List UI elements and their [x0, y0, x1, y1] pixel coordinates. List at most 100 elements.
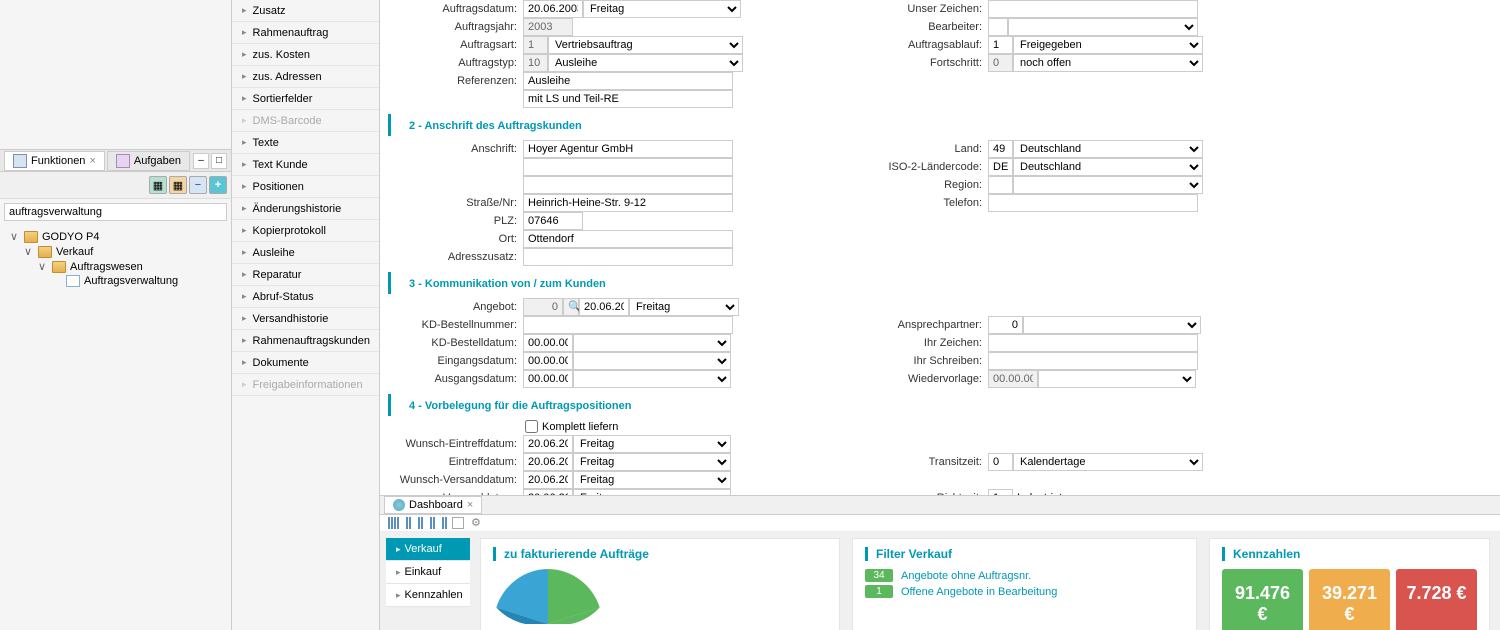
sel-eintreff-day[interactable]: Freitag [573, 453, 731, 471]
sel-auftragsart[interactable]: Vertriebsauftrag [548, 36, 743, 54]
inp-ihr-zeichen[interactable] [988, 334, 1198, 352]
sidebar-item-12[interactable]: ▸Reparatur [232, 264, 379, 286]
inp-telefon[interactable] [988, 194, 1198, 212]
toolbar-collapse-icon[interactable]: − [189, 176, 207, 194]
inp-referenzen2[interactable] [523, 90, 733, 108]
tree-toggle-icon[interactable]: ∨ [8, 230, 20, 243]
sel-auftragsablauf[interactable]: Freigegeben [1013, 36, 1203, 54]
layout-btn-3[interactable] [416, 515, 425, 531]
sel-wiedervorlage-day[interactable] [1038, 370, 1196, 388]
sidebar-item-15[interactable]: ▸Rahmenauftragskunden [232, 330, 379, 352]
inp-versand[interactable] [523, 489, 573, 495]
tab-funktionen[interactable]: Funktionen × [4, 151, 105, 171]
sel-iso[interactable]: Deutschland [1013, 158, 1203, 176]
sel-versand-day[interactable]: Freitag [573, 489, 731, 495]
inp-referenzen[interactable] [523, 72, 733, 90]
inp-angebot-num[interactable] [523, 298, 563, 316]
inp-ihr-schreiben[interactable] [988, 352, 1198, 370]
inp-eintreff[interactable] [523, 453, 573, 471]
inp-richtzeit-num[interactable] [988, 489, 1013, 495]
kpi-0[interactable]: 91.476 € [1222, 569, 1303, 630]
tree-node-verkauf[interactable]: ∨ Verkauf [8, 244, 223, 259]
inp-wunsch-versand[interactable] [523, 471, 573, 489]
inp-kd-bestellnr[interactable] [523, 316, 733, 334]
sel-eingangsdatum-day[interactable] [573, 352, 731, 370]
sidebar-item-7[interactable]: ▸Text Kunde [232, 154, 379, 176]
sel-ausgangsdatum-day[interactable] [573, 370, 731, 388]
layout-btn-1[interactable] [386, 515, 401, 531]
inp-auftragsdatum[interactable] [523, 0, 583, 18]
inp-eingangsdatum[interactable] [523, 352, 573, 370]
sidebar-item-16[interactable]: ▸Dokumente [232, 352, 379, 374]
tab-aufgaben[interactable]: Aufgaben [107, 151, 190, 171]
inp-anschrift-3[interactable] [523, 176, 733, 194]
sidebar-item-8[interactable]: ▸Positionen [232, 176, 379, 198]
inp-transitzeit-num[interactable] [988, 453, 1013, 471]
inp-wunsch-eintreff[interactable] [523, 435, 573, 453]
inp-strasse[interactable] [523, 194, 733, 212]
kpi-1[interactable]: 39.271 € [1309, 569, 1390, 630]
sel-auftragstyp[interactable]: Ausleihe [548, 54, 743, 72]
layout-btn-4[interactable] [428, 515, 437, 531]
tree-node-auftragsverwaltung[interactable]: Auftragsverwaltung [8, 274, 223, 288]
maximize-icon[interactable]: □ [211, 153, 227, 169]
filter-link[interactable]: Offene Angebote in Bearbeitung [901, 586, 1057, 598]
filter-link[interactable]: Angebote ohne Auftragsnr. [901, 570, 1031, 582]
sel-ansprechpartner[interactable] [1023, 316, 1201, 334]
dashboard-tab[interactable]: Dashboard × [384, 496, 482, 514]
search-icon[interactable]: 🔍 [563, 298, 579, 316]
sidebar-item-11[interactable]: ▸Ausleihe [232, 242, 379, 264]
filter-row-0[interactable]: 34Angebote ohne Auftragsnr. [865, 569, 1184, 582]
inp-kd-bestelldatum[interactable] [523, 334, 573, 352]
dash-side-item-2[interactable]: ▸Kennzahlen [386, 584, 470, 607]
sidebar-item-13[interactable]: ▸Abruf-Status [232, 286, 379, 308]
layout-btn-5[interactable] [440, 515, 449, 531]
sidebar-item-9[interactable]: ▸Änderungshistorie [232, 198, 379, 220]
inp-auftragsablauf-num[interactable] [988, 36, 1013, 54]
sel-wunsch-eintreff-day[interactable]: Freitag [573, 435, 731, 453]
tree-node-root[interactable]: ∨ GODYO P4 [8, 229, 223, 244]
kpi-2[interactable]: 7.728 € [1396, 569, 1477, 630]
sel-region[interactable] [1013, 176, 1203, 194]
sidebar-item-6[interactable]: ▸Texte [232, 132, 379, 154]
tab-close-icon[interactable]: × [89, 155, 95, 167]
sel-fortschritt[interactable]: noch offen [1013, 54, 1203, 72]
toolbar-btn-1[interactable]: ▦ [149, 176, 167, 194]
sel-bearbeiter[interactable] [1008, 18, 1198, 36]
filter-row-1[interactable]: 1Offene Angebote in Bearbeitung [865, 585, 1184, 598]
layout-btn-6[interactable] [452, 517, 464, 529]
inp-ausgangsdatum[interactable] [523, 370, 573, 388]
sel-angebot-day[interactable]: Freitag [629, 298, 739, 316]
inp-ansprechpartner-num[interactable] [988, 316, 1023, 334]
inp-plz[interactable] [523, 212, 583, 230]
toolbar-expand-icon[interactable]: + [209, 176, 227, 194]
dash-side-item-1[interactable]: ▸Einkauf [386, 561, 470, 584]
sel-auftragsdatum-day[interactable]: Freitag [583, 0, 741, 18]
layout-btn-2[interactable] [404, 515, 413, 531]
sidebar-item-2[interactable]: ▸zus. Kosten [232, 44, 379, 66]
inp-ort[interactable] [523, 230, 733, 248]
sel-land[interactable]: Deutschland [1013, 140, 1203, 158]
sidebar-item-0[interactable]: ▸Zusatz [232, 0, 379, 22]
toolbar-btn-2[interactable]: ▦ [169, 176, 187, 194]
inp-wiedervorlage[interactable] [988, 370, 1038, 388]
tree-search-input[interactable] [4, 203, 227, 221]
inp-adresszusatz[interactable] [523, 248, 733, 266]
chk-komplett-liefern[interactable] [525, 420, 538, 433]
sidebar-item-4[interactable]: ▸Sortierfelder [232, 88, 379, 110]
tree-toggle-icon[interactable]: ∨ [36, 260, 48, 273]
sel-kd-bestelldatum-day[interactable] [573, 334, 731, 352]
tab-close-icon[interactable]: × [467, 499, 473, 511]
dash-side-item-0[interactable]: ▸Verkauf [386, 538, 470, 561]
inp-region-code[interactable] [988, 176, 1013, 194]
sel-transitzeit[interactable]: Kalendertage [1013, 453, 1203, 471]
inp-anschrift[interactable] [523, 140, 733, 158]
sel-wunsch-versand-day[interactable]: Freitag [573, 471, 731, 489]
tree-toggle-icon[interactable]: ∨ [22, 245, 34, 258]
inp-unser-zeichen[interactable] [988, 0, 1198, 18]
sidebar-item-14[interactable]: ▸Versandhistorie [232, 308, 379, 330]
inp-anschrift-2[interactable] [523, 158, 733, 176]
minimize-icon[interactable]: – [193, 153, 209, 169]
sidebar-item-3[interactable]: ▸zus. Adressen [232, 66, 379, 88]
inp-bearbeiter-code[interactable] [988, 18, 1008, 36]
